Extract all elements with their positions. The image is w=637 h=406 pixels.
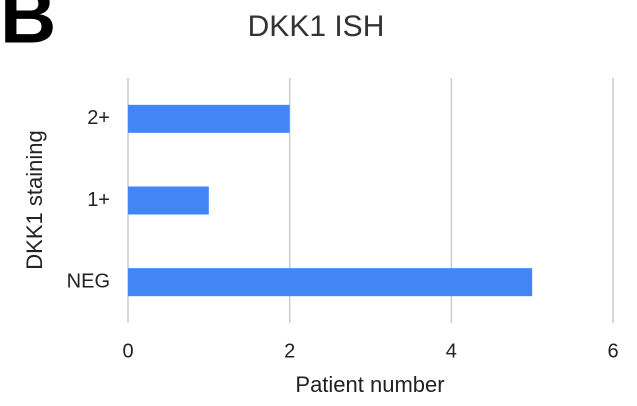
x-tick-label: 0: [122, 340, 133, 362]
x-tick-label: 6: [607, 340, 618, 362]
panel-label: B: [0, 0, 56, 60]
x-tick-label: 2: [284, 340, 295, 362]
y-tick-label: NEG: [67, 270, 110, 292]
y-tick-label: 2+: [87, 107, 110, 129]
y-axis-label: DKK1 staining: [22, 130, 47, 269]
bar: [128, 268, 533, 297]
x-axis-label: Patient number: [295, 372, 444, 397]
x-tick-label: 4: [446, 340, 457, 362]
bar: [128, 186, 209, 215]
y-tick-label: 1+: [87, 189, 110, 211]
chart-title: DKK1 ISH: [248, 10, 385, 43]
bar: [128, 104, 290, 133]
